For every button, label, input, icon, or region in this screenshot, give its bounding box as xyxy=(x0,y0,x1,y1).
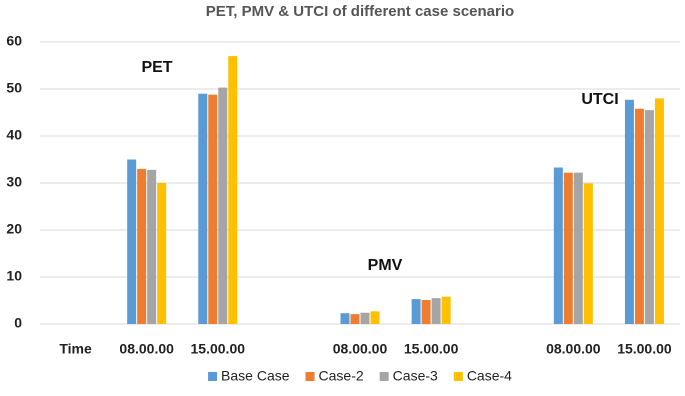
bar xyxy=(573,172,583,324)
bar xyxy=(563,172,573,324)
x-tick-label: 08.00.00 xyxy=(119,341,174,357)
bar xyxy=(634,108,644,325)
legend-label: Base Case xyxy=(221,368,290,384)
bar xyxy=(157,183,167,324)
bar xyxy=(127,159,137,324)
x-tick-label: Time xyxy=(59,341,92,357)
legend-swatch xyxy=(208,372,218,381)
y-tick-label: 60 xyxy=(6,33,22,49)
y-tick-label: 40 xyxy=(6,127,22,143)
annotation: PMV xyxy=(368,257,403,274)
y-tick-label: 30 xyxy=(6,174,22,190)
y-tick-label: 10 xyxy=(6,268,22,284)
bar xyxy=(421,300,431,324)
x-tick-label: 08.00.00 xyxy=(333,341,388,357)
x-tick-label: 15.00.00 xyxy=(404,341,459,357)
bar xyxy=(441,296,451,324)
y-tick-label: 50 xyxy=(6,80,22,96)
x-tick-label: 15.00.00 xyxy=(191,341,246,357)
legend-swatch xyxy=(305,372,315,381)
x-tick-label: 15.00.00 xyxy=(617,341,672,357)
legend-swatch xyxy=(453,372,463,381)
legend-label: Case-4 xyxy=(467,368,512,384)
bar xyxy=(624,99,634,324)
y-tick-label: 20 xyxy=(6,221,22,237)
legend-label: Case-2 xyxy=(319,368,364,384)
chart-title: PET, PMV & UTCI of different case scenar… xyxy=(206,3,514,20)
x-tick-label: 08.00.00 xyxy=(546,341,601,357)
bar xyxy=(553,167,563,324)
legend-swatch xyxy=(379,372,389,381)
bar xyxy=(218,87,228,324)
bar xyxy=(583,183,593,324)
bar xyxy=(137,168,147,324)
bar xyxy=(147,169,157,324)
bar xyxy=(340,313,350,324)
y-tick-label: 0 xyxy=(14,315,22,331)
bar xyxy=(431,298,441,324)
bar xyxy=(411,299,421,324)
bar xyxy=(360,312,370,324)
bar xyxy=(208,94,218,324)
bar xyxy=(350,314,360,324)
bar xyxy=(654,98,664,325)
bar xyxy=(228,56,238,324)
bar xyxy=(198,93,208,324)
bar xyxy=(370,311,380,324)
annotation: UTCI xyxy=(581,91,618,108)
legend-label: Case-3 xyxy=(393,368,438,384)
bar xyxy=(644,110,654,325)
annotation: PET xyxy=(141,59,172,76)
